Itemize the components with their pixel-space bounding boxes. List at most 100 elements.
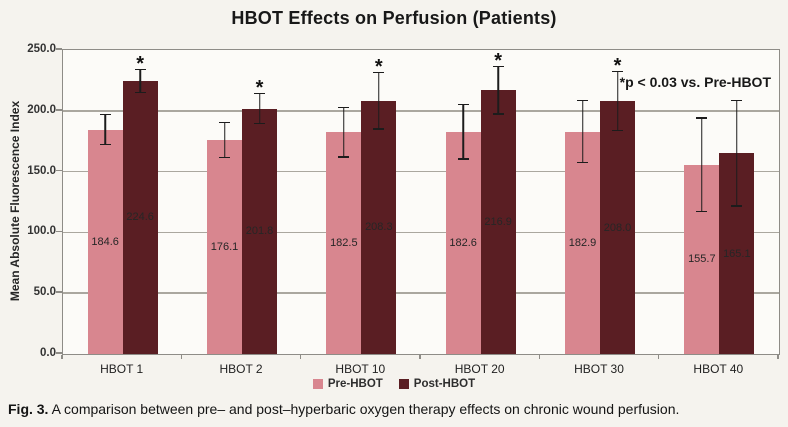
- bar-pre: [87, 129, 123, 354]
- error-bar-line: [581, 99, 584, 164]
- gridline: [63, 231, 779, 234]
- error-bar-cap: [373, 128, 385, 130]
- error-bar-cap: [577, 161, 588, 164]
- value-label: 182.9: [568, 236, 597, 249]
- error-bar-line: [343, 106, 345, 158]
- legend-item-post: Post-HBOT: [398, 378, 476, 390]
- error-bar-line: [378, 71, 380, 130]
- significance-asterisk: *: [613, 54, 622, 77]
- y-tick-label: 250.0: [27, 43, 56, 55]
- error-bar: [696, 117, 708, 213]
- y-tick-label: 100.0: [27, 225, 56, 238]
- bar-pre: [445, 131, 481, 354]
- figure-caption-label: Fig. 3.: [8, 401, 49, 417]
- bar-post: [242, 108, 277, 354]
- x-axis-label: HBOT 30: [574, 362, 624, 376]
- error-bar: [99, 113, 111, 146]
- y-tick-mark: [56, 352, 62, 354]
- x-axis-label: HBOT 2: [219, 362, 263, 376]
- legend-label-post: Post-HBOT: [413, 378, 476, 390]
- y-tick-mark: [56, 230, 62, 233]
- error-bar-line: [497, 65, 499, 115]
- significance-asterisk: *: [494, 49, 503, 72]
- x-axis-label: HBOT 20: [454, 362, 505, 376]
- error-bar-line: [104, 113, 106, 146]
- error-bar-cap: [338, 156, 350, 158]
- error-bar-line: [223, 121, 226, 159]
- x-axis-label: HBOT 1: [100, 362, 144, 376]
- error-bar-line: [258, 92, 261, 125]
- plot-area: *p < 0.03 vs. Pre-HBOT 184.6 224.6 * 176.1 2…: [62, 49, 780, 355]
- error-bar: [612, 70, 623, 132]
- figure-caption-text: A comparison between pre– and post–hyper…: [51, 401, 680, 417]
- legend-item-pre: Pre-HBOT: [312, 378, 383, 390]
- bar-post: [361, 100, 397, 354]
- error-bar-line: [139, 68, 141, 94]
- y-tick-mark: [56, 109, 62, 111]
- value-label: 182.5: [330, 237, 358, 250]
- y-tick-label: 200.0: [27, 103, 56, 116]
- value-label: 182.6: [449, 236, 477, 249]
- significance-asterisk: *: [374, 55, 383, 78]
- legend-label-pre: Pre-HBOT: [327, 378, 383, 390]
- x-tick-mark: [657, 354, 660, 359]
- error-bar: [219, 121, 230, 159]
- significance-note: *p < 0.03 vs. Pre-HBOT: [619, 74, 771, 90]
- error-bar-cap: [696, 210, 708, 213]
- error-bar-cap: [99, 143, 111, 146]
- x-axis-label: HBOT 40: [693, 362, 744, 376]
- error-bar-cap: [492, 113, 504, 115]
- chart-title: HBOT Effects on Perfusion (Patients): [231, 8, 557, 28]
- value-label: 201.8: [245, 225, 274, 238]
- figure-caption: Fig. 3. A comparison between pre– and po…: [8, 400, 780, 418]
- bar-pre: [326, 132, 362, 354]
- value-label: 216.9: [484, 216, 512, 229]
- error-bar: [373, 71, 385, 130]
- x-tick-mark: [538, 354, 541, 359]
- error-bar-cap: [457, 158, 469, 160]
- y-tick-label: 0.0: [40, 347, 56, 359]
- error-bar-cap: [219, 156, 230, 159]
- error-bar: [577, 99, 588, 164]
- error-bar-line: [736, 99, 738, 207]
- value-label: 208.3: [365, 221, 393, 234]
- gridline: [63, 110, 779, 112]
- value-label: 155.7: [688, 253, 716, 266]
- y-tick-mark: [56, 48, 62, 50]
- bar-post: [122, 80, 158, 354]
- significance-asterisk: *: [136, 52, 145, 75]
- error-bar-cap: [254, 122, 265, 125]
- value-label: 184.6: [91, 235, 119, 248]
- x-tick-mark: [777, 354, 779, 359]
- y-tick-label: 150.0: [27, 164, 56, 177]
- error-bar: [731, 99, 743, 207]
- bar-post: [480, 90, 516, 354]
- error-bar-line: [462, 103, 464, 160]
- error-bar: [492, 65, 504, 115]
- error-bar: [254, 92, 265, 125]
- y-tick-mark: [56, 291, 62, 293]
- x-tick-mark: [299, 354, 302, 359]
- gridline: [63, 292, 779, 294]
- error-bar-cap: [134, 91, 146, 94]
- x-axis-label: HBOT 10: [335, 362, 386, 376]
- legend-swatch-post-icon: [398, 379, 409, 389]
- error-bar: [338, 106, 350, 158]
- error-bar-cap: [612, 129, 623, 132]
- value-label: 176.1: [210, 240, 239, 253]
- gridline: [63, 170, 779, 173]
- value-label: 208.0: [603, 221, 632, 234]
- significance-asterisk: *: [255, 76, 264, 99]
- y-tick-label: 50.0: [33, 286, 56, 299]
- error-bar: [457, 103, 469, 160]
- bar-pre: [207, 139, 242, 354]
- value-label: 224.6: [126, 211, 154, 224]
- bar-pre: [565, 131, 600, 354]
- y-axis-title: Mean Absolute Fluorescence Index: [8, 100, 22, 302]
- legend-swatch-pre-icon: [312, 379, 323, 389]
- x-tick-mark: [61, 354, 63, 359]
- x-tick-mark: [180, 354, 183, 359]
- error-bar-line: [701, 117, 703, 213]
- value-label: 165.1: [723, 247, 751, 260]
